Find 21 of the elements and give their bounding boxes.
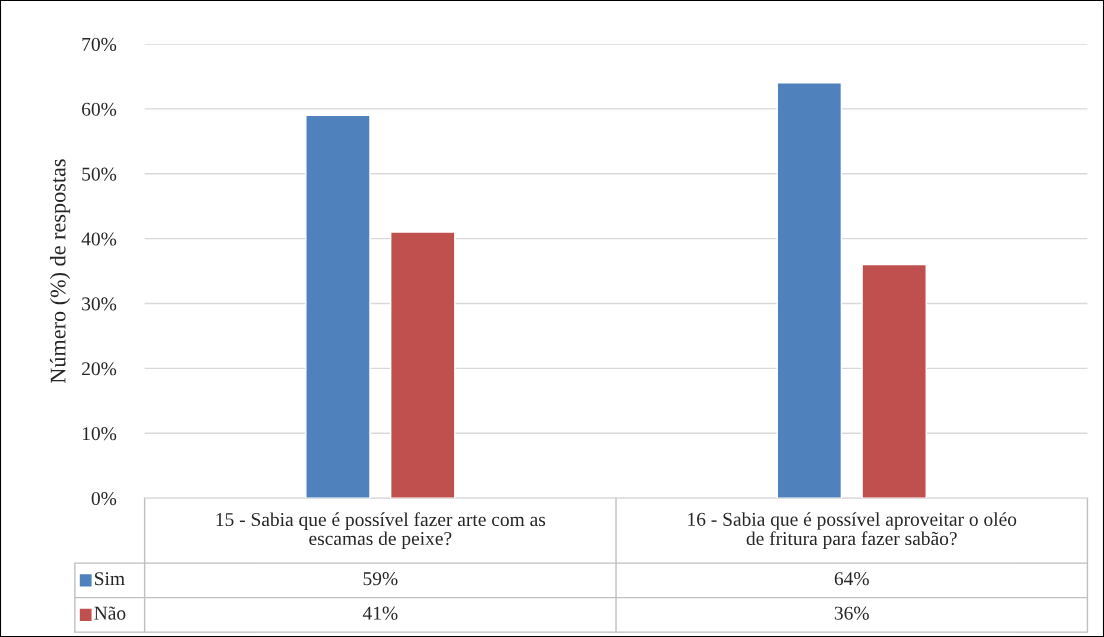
x-tick-label: 16 - Sabia que é possível aproveitar o oléo de fritura para fazer sabão? <box>688 512 1017 550</box>
y-tick-label: 50% <box>82 167 117 181</box>
data-label: 36% <box>834 606 869 620</box>
legend-label: Sim <box>95 572 125 586</box>
bar <box>861 263 927 499</box>
y-tick-label: 40% <box>81 232 117 246</box>
y-axis-title: Número (%) de respostas <box>49 159 71 384</box>
bar <box>776 82 843 499</box>
data-label: 64% <box>834 572 869 586</box>
data-label: 41% <box>362 606 398 620</box>
x-tick-label: 15 - Sabia que é possível fazer arte com as escamas de peixe? <box>216 512 546 550</box>
y-tick-label: 10% <box>82 427 117 441</box>
y-tick-label: 20% <box>82 362 117 376</box>
bar <box>305 114 371 499</box>
y-tick-label: 0% <box>91 491 117 506</box>
legend-label: Não <box>94 606 126 620</box>
data-label: 59% <box>363 572 398 586</box>
y-tick-label: 70% <box>82 37 117 51</box>
y-tick-label: 30% <box>82 297 117 311</box>
bar <box>390 231 456 499</box>
y-tick-label: 60% <box>82 102 117 116</box>
